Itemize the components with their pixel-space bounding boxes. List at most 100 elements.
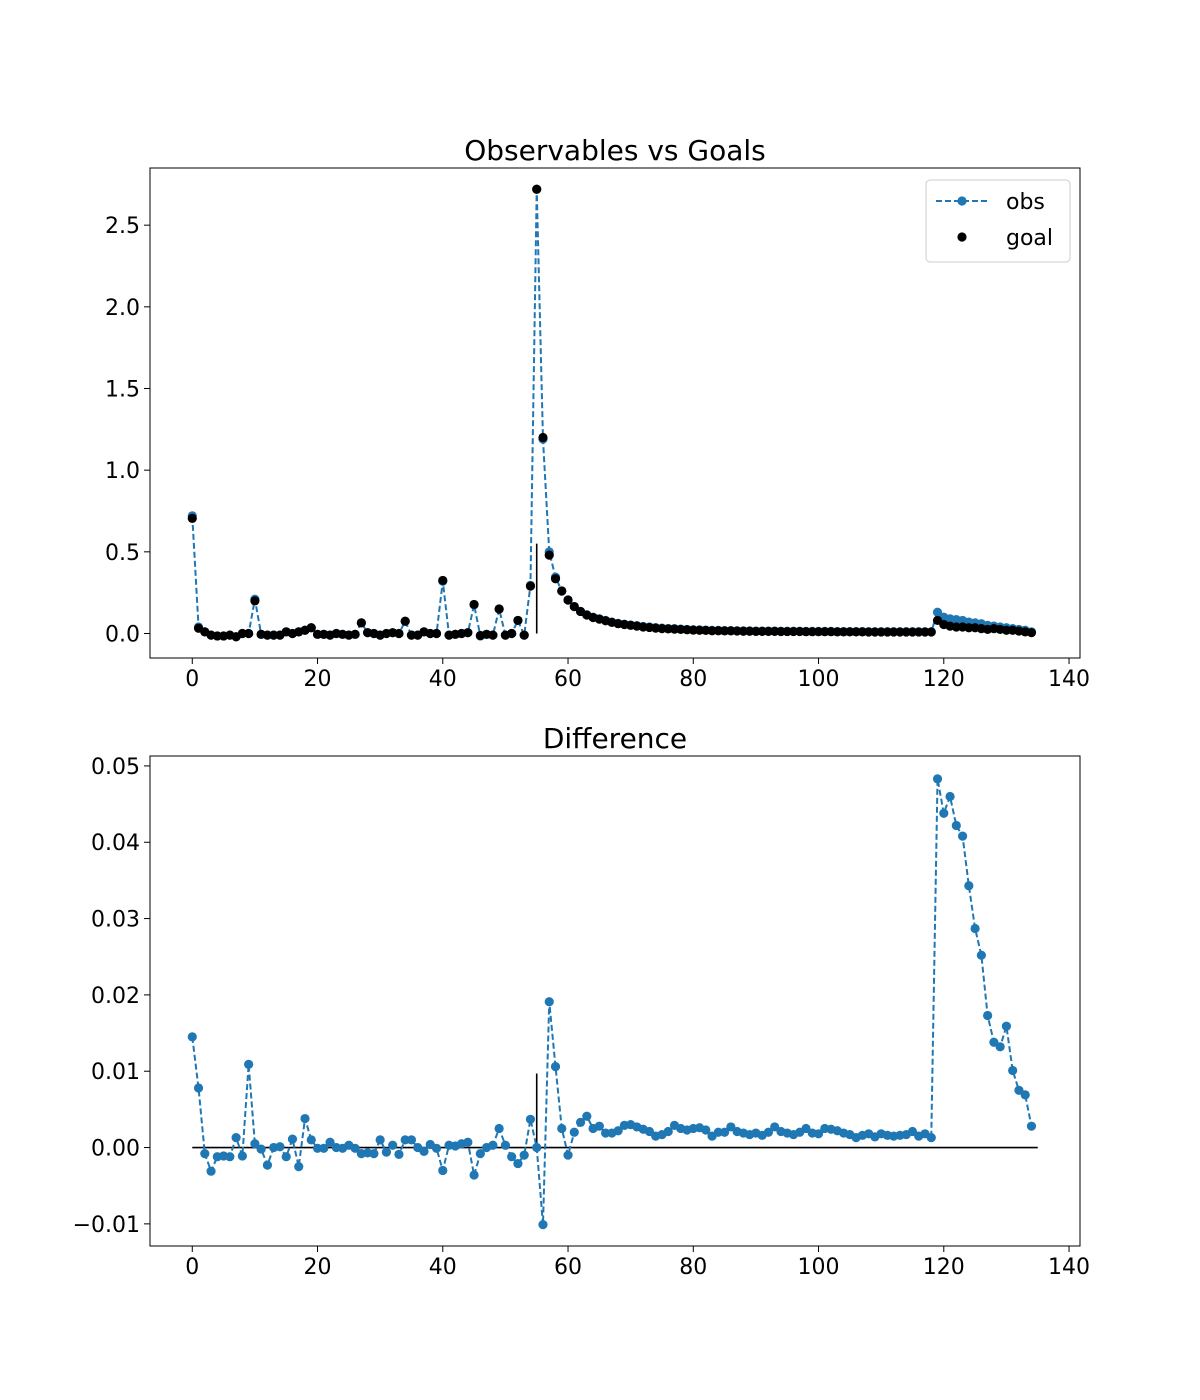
legend-item-goal: goal bbox=[957, 226, 1053, 251]
data-point bbox=[557, 586, 567, 596]
data-point bbox=[250, 1139, 260, 1149]
data-point bbox=[939, 808, 949, 818]
chart-title: Difference bbox=[543, 722, 687, 755]
data-point bbox=[256, 1144, 266, 1154]
y-tick-label: 1.0 bbox=[105, 459, 140, 484]
data-point bbox=[400, 616, 410, 626]
y-tick-label: 0.5 bbox=[105, 541, 140, 566]
data-point bbox=[187, 513, 197, 523]
x-tick-label: 0 bbox=[185, 1255, 199, 1280]
x-tick-label: 120 bbox=[923, 1255, 965, 1280]
data-point bbox=[419, 1146, 429, 1156]
data-point bbox=[294, 1162, 304, 1172]
chart-panel-1: Difference 0 20 40 60 80 100 120 140 −0.01 0.00 0.0… bbox=[73, 722, 1090, 1280]
data-point bbox=[262, 1160, 273, 1170]
data-point bbox=[563, 595, 573, 605]
data-point bbox=[1026, 628, 1037, 638]
data-point bbox=[281, 1152, 291, 1162]
data-point bbox=[582, 1111, 592, 1121]
data-point bbox=[525, 1114, 536, 1124]
data-point bbox=[394, 1149, 404, 1160]
data-point bbox=[544, 550, 554, 560]
data-point bbox=[970, 923, 980, 934]
data-point bbox=[538, 432, 548, 443]
data-point bbox=[431, 628, 442, 639]
plot-area bbox=[149, 755, 1081, 1247]
data-point bbox=[532, 184, 542, 194]
data-point bbox=[932, 774, 943, 784]
data-point bbox=[244, 1059, 254, 1069]
data-point bbox=[350, 629, 360, 639]
data-point bbox=[525, 581, 536, 591]
data-point bbox=[438, 1165, 448, 1176]
data-point bbox=[550, 1062, 561, 1072]
plot-area bbox=[149, 167, 1081, 659]
chart-panel-0: Observables vs Goals 0 20 40 60 80 100 120 140 0.… bbox=[105, 134, 1090, 692]
data-point bbox=[488, 630, 498, 640]
y-tick-label: −0.01 bbox=[73, 1213, 140, 1238]
data-point bbox=[250, 596, 260, 606]
data-point bbox=[663, 1126, 673, 1137]
data-point bbox=[513, 1158, 523, 1169]
data-point bbox=[976, 950, 986, 960]
legend-marker bbox=[957, 232, 967, 242]
data-point bbox=[507, 1152, 517, 1162]
data-point bbox=[225, 1152, 235, 1162]
data-point bbox=[945, 791, 955, 802]
x-tick-label: 20 bbox=[304, 667, 332, 692]
data-point bbox=[519, 630, 529, 640]
data-point bbox=[187, 1032, 197, 1042]
data-point bbox=[932, 607, 943, 617]
data-point bbox=[1001, 1021, 1012, 1031]
data-point bbox=[532, 1142, 542, 1153]
data-point bbox=[406, 1135, 417, 1145]
data-point bbox=[1026, 1121, 1037, 1131]
series-line bbox=[191, 778, 1033, 1225]
data-point bbox=[488, 1140, 498, 1150]
legend-label: goal bbox=[1006, 226, 1053, 251]
x-tick-label: 140 bbox=[1048, 1255, 1090, 1280]
data-point bbox=[813, 1129, 824, 1139]
x-tick-label: 20 bbox=[304, 1255, 332, 1280]
data-point bbox=[926, 1133, 936, 1143]
data-point bbox=[995, 1042, 1005, 1052]
data-point bbox=[237, 1151, 247, 1161]
y-tick-label: 0.04 bbox=[91, 831, 140, 856]
y-tick-label: 0.0 bbox=[105, 623, 140, 648]
x-tick-label: 40 bbox=[429, 1255, 457, 1280]
y-tick-label: 0.05 bbox=[91, 755, 140, 780]
data-point bbox=[594, 1121, 604, 1131]
data-point bbox=[475, 1149, 485, 1159]
data-point bbox=[494, 1123, 504, 1134]
series-obs bbox=[187, 184, 1037, 642]
data-point bbox=[983, 1010, 993, 1021]
y-tick-label: 0.01 bbox=[91, 1060, 140, 1085]
data-point bbox=[469, 1170, 479, 1180]
data-point bbox=[206, 1166, 216, 1176]
x-tick-label: 0 bbox=[185, 667, 199, 692]
x-tick-label: 80 bbox=[679, 1255, 707, 1280]
data-point bbox=[550, 574, 561, 584]
data-point bbox=[356, 618, 366, 628]
data-point bbox=[200, 1149, 210, 1159]
data-point bbox=[244, 628, 254, 639]
legend-item-obs: obs bbox=[936, 190, 1045, 215]
data-point bbox=[538, 1220, 548, 1230]
series-difference bbox=[187, 774, 1037, 1230]
data-point bbox=[375, 1135, 385, 1145]
data-point bbox=[563, 1150, 573, 1160]
data-point bbox=[569, 1127, 579, 1137]
y-tick-label: 0.00 bbox=[91, 1137, 140, 1162]
x-tick-label: 120 bbox=[923, 667, 965, 692]
data-point bbox=[325, 1137, 335, 1147]
data-point bbox=[613, 1126, 623, 1136]
data-point bbox=[306, 623, 316, 633]
legend-label: obs bbox=[1006, 190, 1045, 215]
data-point bbox=[569, 601, 579, 612]
y-tick-label: 2.5 bbox=[105, 214, 140, 239]
data-point bbox=[350, 1143, 360, 1153]
data-point bbox=[463, 1137, 473, 1147]
data-point bbox=[575, 1117, 586, 1127]
data-point bbox=[193, 1083, 204, 1093]
